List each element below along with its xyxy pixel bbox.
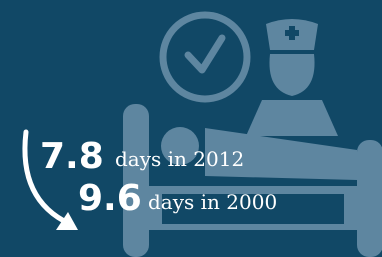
infographic: 7.8 days in 2012 9.6 days in 2000 <box>0 0 382 257</box>
cap-cross <box>285 30 299 36</box>
nurse-body <box>246 100 338 136</box>
stat-text: days in 2012 <box>115 147 244 171</box>
bed-post <box>357 140 382 257</box>
stat-number: 9.6 <box>78 178 142 219</box>
page: 7.8 days in 2012 9.6 days in 2000 (() =>… <box>0 0 382 257</box>
stat-text: days in 2000 <box>148 190 277 214</box>
stat-number: 7.8 <box>40 136 104 177</box>
